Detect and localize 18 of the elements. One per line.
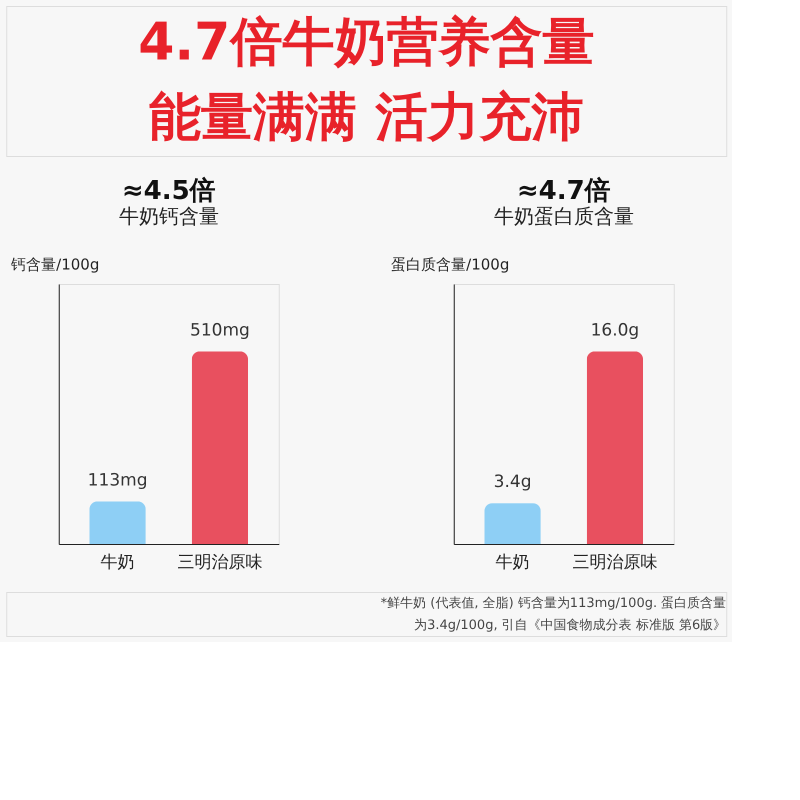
y-axis-title: 钙含量/100g (10, 256, 100, 274)
x-tick-label: 三明治原味 (177, 552, 262, 572)
text: 4.7倍牛奶营养含量 (138, 12, 594, 72)
text: *鲜牛奶 (代表值, 全脂) 钙含量为113mg/100g. 蛋白质含量 (380, 596, 726, 611)
y-axis-title: 蛋白质含量/100g (391, 256, 510, 274)
data-label: 510mg (190, 320, 250, 340)
data-label: 3.4g (494, 472, 532, 492)
text: 能量满满 活力充沛 (149, 88, 584, 148)
x-tick-label: 牛奶 (496, 552, 530, 572)
data-label: 113mg (88, 470, 148, 490)
chart-subtitle: 牛奶钙含量 (118, 204, 219, 228)
data-label: 16.0g (590, 320, 640, 340)
chart-title: ≈4.5倍 (122, 176, 216, 206)
x-tick-label: 三明治原味 (572, 552, 658, 572)
text: 为3.4g/100g, 引自《中国食物成分表 标准版 第6版》 (414, 618, 726, 633)
chart-subtitle: 牛奶蛋白质含量 (494, 204, 634, 228)
chart-title: ≈4.7倍 (516, 176, 611, 206)
x-tick-label: 牛奶 (100, 552, 135, 572)
